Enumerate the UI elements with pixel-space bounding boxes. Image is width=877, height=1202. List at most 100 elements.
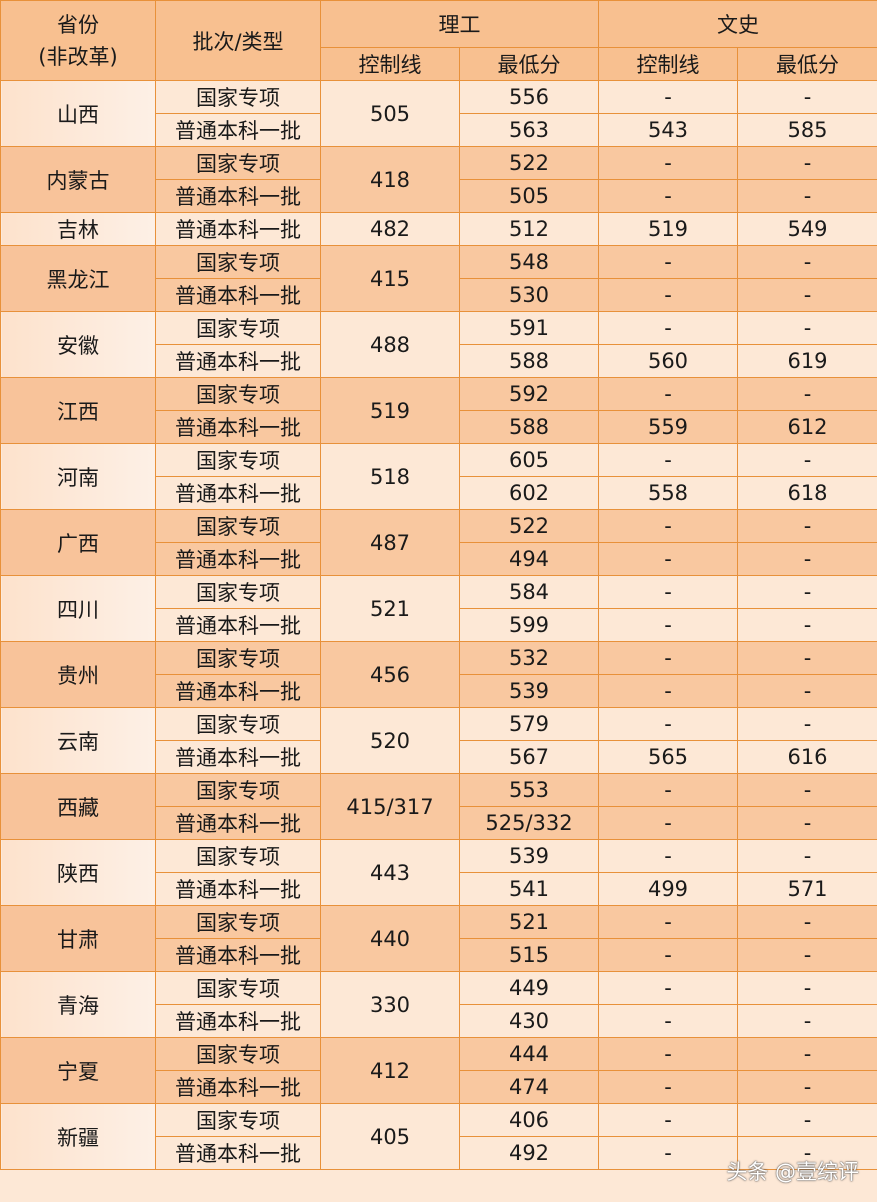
- batch-cell: 普通本科一批: [155, 674, 321, 708]
- header-batch: 批次/类型: [155, 0, 321, 81]
- science-min-score-cell: 532: [459, 641, 599, 675]
- science-min-score-cell: 522: [459, 146, 599, 180]
- arts-control-line-cell: 565: [598, 740, 738, 774]
- arts-control-line-cell: -: [598, 806, 738, 840]
- arts-min-score-cell: -: [737, 80, 877, 114]
- science-control-line-cell: 456: [320, 641, 460, 708]
- arts-min-score-cell: -: [737, 971, 877, 1005]
- arts-control-line-cell: -: [598, 278, 738, 312]
- science-min-score-cell: 449: [459, 971, 599, 1005]
- arts-min-score-cell: -: [737, 1070, 877, 1104]
- batch-cell: 国家专项: [155, 773, 321, 807]
- arts-min-score-cell: -: [737, 245, 877, 279]
- science-min-score-cell: 515: [459, 938, 599, 972]
- province-cell: 云南: [0, 707, 156, 774]
- table-row: 山西 国家专项 505 556- -: [0, 80, 877, 147]
- arts-control-line-cell: -: [598, 245, 738, 279]
- arts-min-score-cell: -: [737, 278, 877, 312]
- table-row: 青海 国家专项 330 449- -: [0, 971, 877, 1038]
- arts-min-score-cell: -: [737, 575, 877, 609]
- batch-cell: 普通本科一批: [155, 938, 321, 972]
- science-min-score-cell: 548: [459, 245, 599, 279]
- science-min-score-cell: 605: [459, 443, 599, 477]
- arts-min-score-cell: 571: [737, 872, 877, 906]
- science-min-score-cell: 591: [459, 311, 599, 345]
- arts-min-score-cell: -: [737, 542, 877, 576]
- arts-min-score-cell: 549: [737, 212, 877, 246]
- header-province: 省份 (非改革): [0, 0, 156, 81]
- province-cell: 山西: [0, 80, 156, 147]
- table-row: 江西 国家专项 519 592- -: [0, 377, 877, 444]
- table-row: 普通本科一批 494- -: [1, 542, 877, 576]
- batch-cell: 国家专项: [155, 443, 321, 477]
- science-control-line-cell: 518: [320, 443, 460, 510]
- batch-cell: 普通本科一批: [155, 740, 321, 774]
- province-cell: 河南: [0, 443, 156, 510]
- batch-cell: 普通本科一批: [155, 1136, 321, 1170]
- science-min-score-cell: 556: [459, 80, 599, 114]
- batch-cell: 普通本科一批: [155, 410, 321, 444]
- arts-min-score-cell: 619: [737, 344, 877, 378]
- province-cell: 甘肃: [0, 905, 156, 972]
- province-cell: 贵州: [0, 641, 156, 708]
- science-min-score-cell: 602: [459, 476, 599, 510]
- table-row: 普通本科一批 430- -: [1, 1004, 877, 1038]
- science-min-score-cell: 584: [459, 575, 599, 609]
- arts-control-line-cell: -: [598, 509, 738, 543]
- science-min-score-cell: 588: [459, 344, 599, 378]
- science-min-score-cell: 492: [459, 1136, 599, 1170]
- science-min-score-cell: 494: [459, 542, 599, 576]
- arts-control-line-cell: -: [598, 674, 738, 708]
- header-science-control-line: 控制线: [320, 47, 460, 81]
- arts-control-line-cell: 519: [598, 212, 738, 246]
- arts-min-score-cell: -: [737, 806, 877, 840]
- batch-cell: 普通本科一批: [155, 872, 321, 906]
- arts-min-score-cell: -: [737, 773, 877, 807]
- table-row: 内蒙古 国家专项 418 522- -: [0, 146, 877, 213]
- province-cell: 黑龙江: [0, 245, 156, 312]
- arts-min-score-cell: 616: [737, 740, 877, 774]
- science-min-score-cell: 567: [459, 740, 599, 774]
- admission-score-table: 省份 (非改革) 批次/类型 理工 文史 控制线 最低分 控制线 最低分 山西国…: [0, 0, 877, 1170]
- batch-cell: 普通本科一批: [155, 542, 321, 576]
- arts-control-line-cell: -: [598, 575, 738, 609]
- table-row: 四川 国家专项 521 584- -: [0, 575, 877, 642]
- arts-min-score-cell: 612: [737, 410, 877, 444]
- batch-cell: 国家专项: [155, 80, 321, 114]
- batch-cell: 国家专项: [155, 311, 321, 345]
- batch-cell: 国家专项: [155, 575, 321, 609]
- arts-control-line-cell: -: [598, 905, 738, 939]
- header-science: 理工: [320, 0, 599, 48]
- table-row: 普通本科一批 492- -: [1, 1136, 877, 1170]
- arts-min-score-cell: -: [737, 608, 877, 642]
- science-min-score-cell: 512: [459, 212, 599, 246]
- header-arts: 文史: [598, 0, 877, 48]
- table-row: 宁夏 国家专项 412 444- -: [0, 1037, 877, 1104]
- arts-min-score-cell: -: [737, 443, 877, 477]
- batch-cell: 国家专项: [155, 1103, 321, 1137]
- arts-min-score-cell: -: [737, 377, 877, 411]
- table-row: 贵州 国家专项 456 532- -: [0, 641, 877, 708]
- arts-min-score-cell: -: [737, 674, 877, 708]
- batch-cell: 普通本科一批: [155, 278, 321, 312]
- table-row: 普通本科一批 563 543 585: [1, 113, 877, 147]
- arts-control-line-cell: -: [598, 839, 738, 873]
- arts-control-line-cell: -: [598, 1037, 738, 1071]
- province-cell: 江西: [0, 377, 156, 444]
- province-cell: 广西: [0, 509, 156, 576]
- science-control-line-cell: 487: [320, 509, 460, 576]
- arts-control-line-cell: -: [598, 80, 738, 114]
- arts-control-line-cell: -: [598, 641, 738, 675]
- province-cell: 安徽: [0, 311, 156, 378]
- arts-control-line-cell: 558: [598, 476, 738, 510]
- science-min-score-cell: 579: [459, 707, 599, 741]
- arts-control-line-cell: -: [598, 443, 738, 477]
- arts-control-line-cell: -: [598, 1103, 738, 1137]
- arts-min-score-cell: -: [737, 641, 877, 675]
- science-control-line-cell: 330: [320, 971, 460, 1038]
- science-control-line-cell: 520: [320, 707, 460, 774]
- batch-cell: 普通本科一批: [155, 476, 321, 510]
- arts-control-line-cell: -: [598, 1004, 738, 1038]
- table-row: 云南 国家专项 520 579- -: [0, 707, 877, 774]
- table-row: 普通本科一批 539- -: [1, 674, 877, 708]
